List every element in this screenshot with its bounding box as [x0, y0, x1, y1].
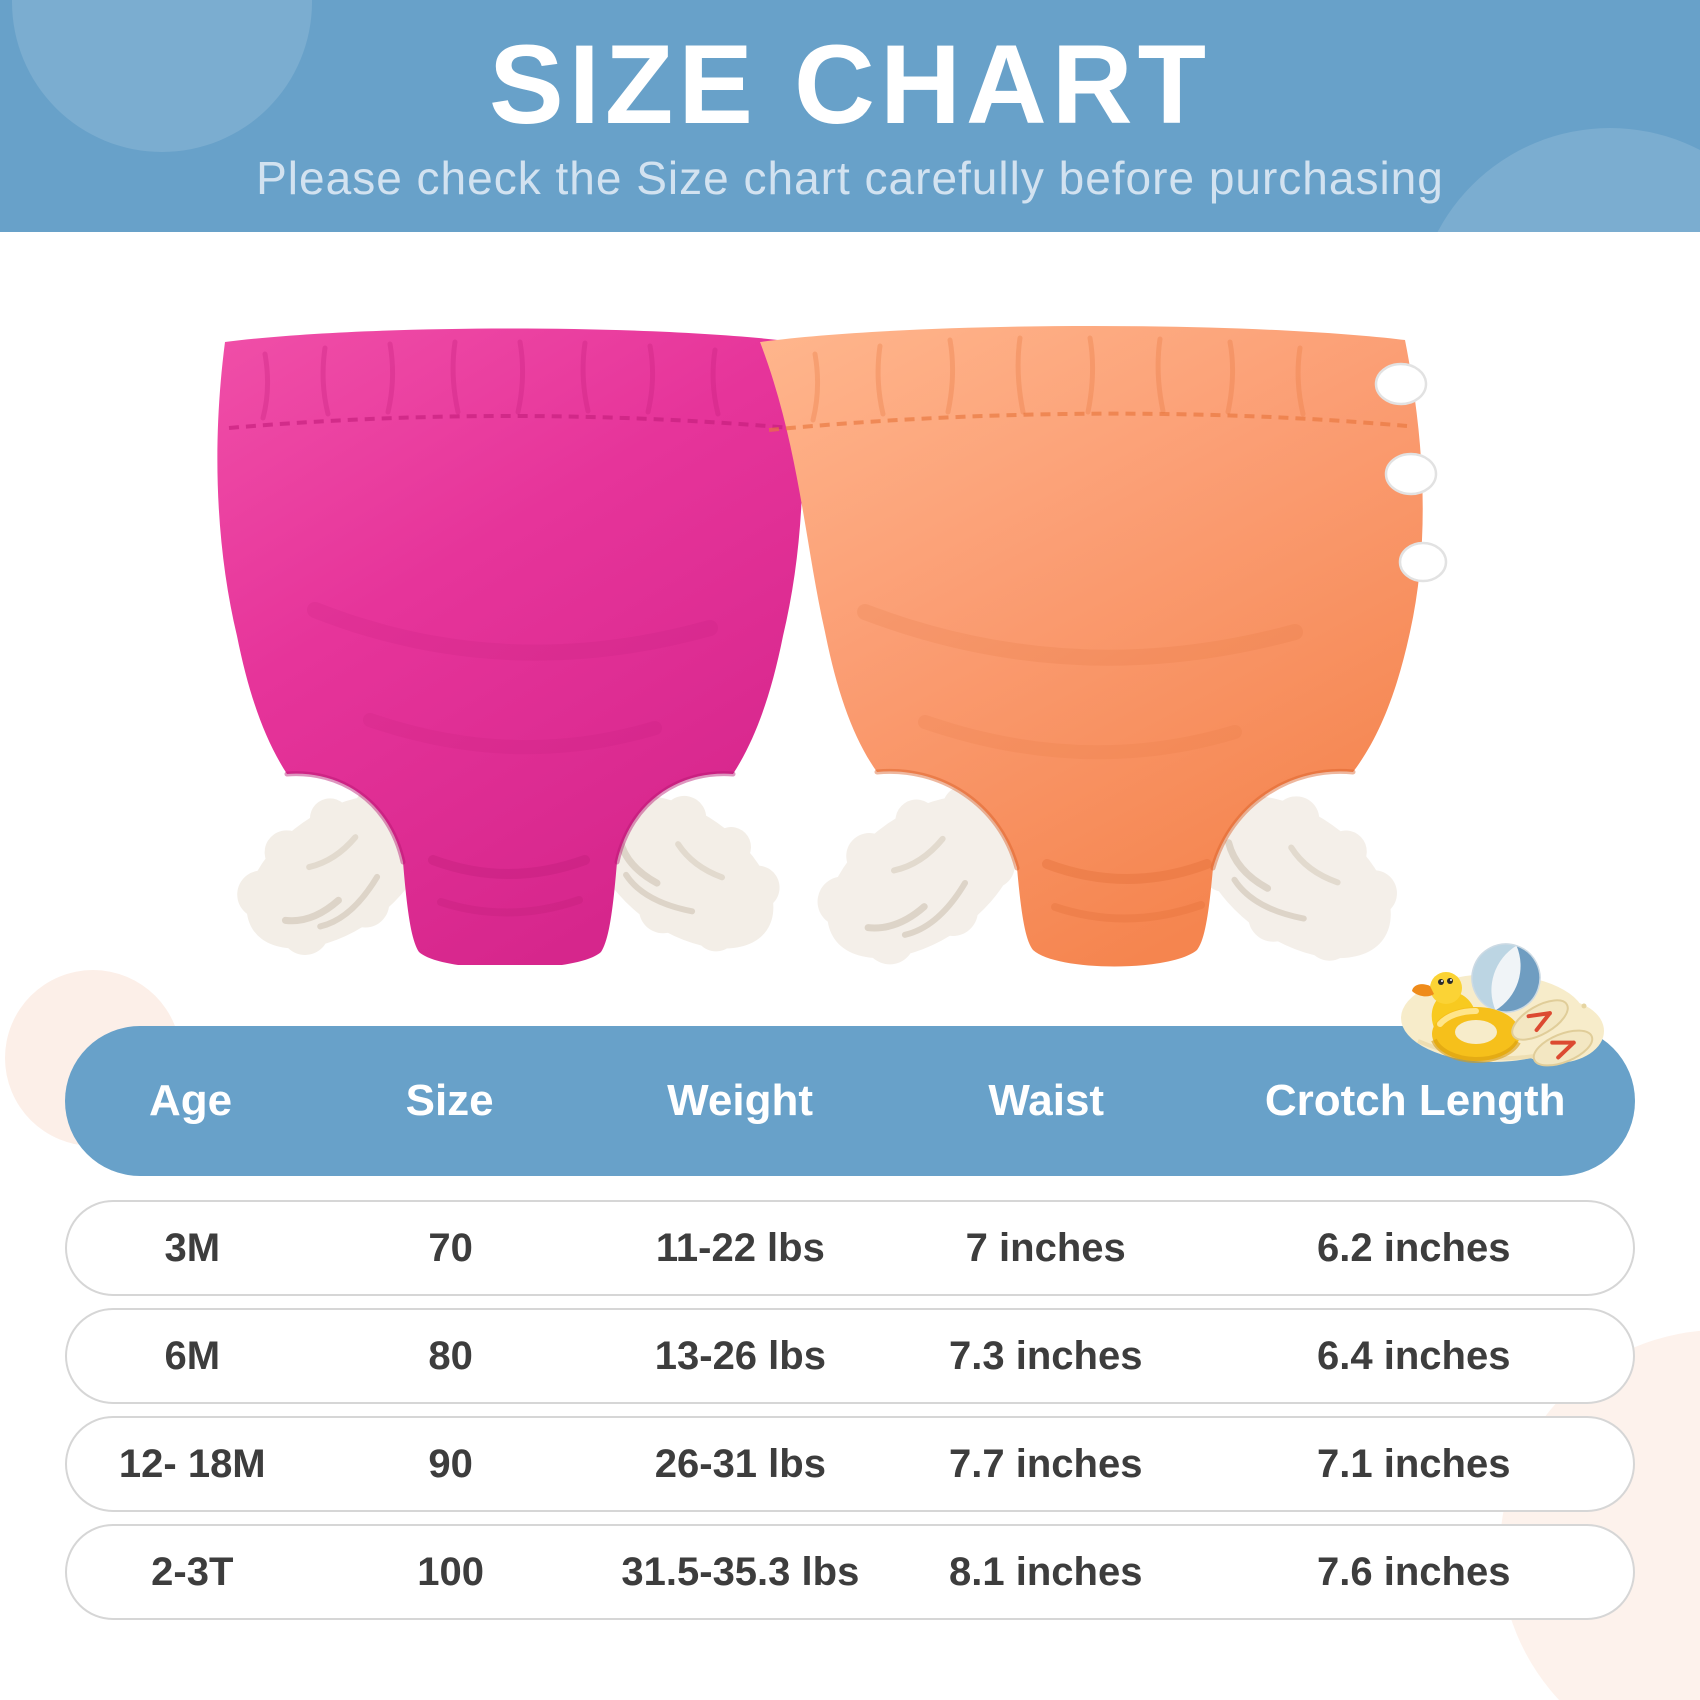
table-row: 2-3T 100 31.5-35.3 lbs 8.1 inches 7.6 inches	[65, 1524, 1635, 1620]
table-cell: 7.1 inches	[1317, 1441, 1511, 1486]
diaper-body	[760, 325, 1423, 967]
page-title: SIZE CHART	[489, 22, 1211, 147]
table-cell: 31.5-35.3 lbs	[621, 1549, 860, 1594]
table-cell: 70	[428, 1225, 473, 1270]
waistband	[768, 335, 1408, 432]
table-cell: 7.7 inches	[949, 1441, 1143, 1486]
table-cell: 3M	[164, 1225, 221, 1270]
table-cell: 2-3T	[151, 1549, 234, 1594]
header-cell: Waist	[988, 1076, 1105, 1125]
snap-buttons	[1374, 362, 1448, 583]
snap-button	[1374, 362, 1428, 406]
snap-button	[1398, 541, 1448, 583]
table-cell: 13-26 lbs	[654, 1333, 826, 1378]
table-cell: 11-22 lbs	[655, 1225, 825, 1270]
table-body: 3M 70 11-22 lbs 7 inches 6.2 inches 6M 80 13-26…	[65, 1200, 1635, 1620]
diaper-body	[217, 328, 803, 965]
table-cell: 7 inches	[965, 1225, 1126, 1270]
table-cell: 100	[417, 1549, 485, 1594]
table-row: 12- 18M 90 26-31 lbs 7.7 inches 7.1 inches	[65, 1416, 1635, 1512]
pink-swim-diaper-illustration	[165, 328, 855, 965]
table-cell: 8.1 inches	[949, 1549, 1143, 1594]
table-cell: 12- 18M	[118, 1441, 266, 1486]
table-header-row: Age Size Weight Waist Crotch Length	[65, 1026, 1635, 1176]
table-cell: 90	[428, 1441, 473, 1486]
beach-ball-icon	[1471, 943, 1541, 1013]
table-cell: 80	[428, 1333, 473, 1378]
table-cell: 6.4 inches	[1317, 1333, 1511, 1378]
header-cell: Age	[149, 1076, 233, 1125]
snap-button	[1384, 452, 1438, 496]
duck-float-illustration	[1401, 943, 1604, 1067]
table-cell: 6.2 inches	[1317, 1225, 1511, 1270]
table-row: 3M 70 11-22 lbs 7 inches 6.2 inches	[65, 1200, 1635, 1296]
rubber-duck-icon	[1412, 972, 1521, 1064]
orange-swim-diaper-illustration	[760, 325, 1448, 970]
flip-flops-icon	[1511, 999, 1594, 1067]
table-cell: 7.3 inches	[949, 1333, 1143, 1378]
table-row: 6M 80 13-26 lbs 7.3 inches 6.4 inches	[65, 1308, 1635, 1404]
table-cell: 26-31 lbs	[654, 1441, 826, 1486]
table-cell: 6M	[164, 1333, 221, 1378]
header-cell: Size	[405, 1076, 494, 1125]
fabric-wrinkles	[284, 602, 736, 917]
page-subtitle: Please check the Size chart carefully be…	[256, 152, 1444, 204]
banner: SIZE CHART Please check the Size chart c…	[0, 0, 1700, 232]
header-cell: Crotch Length	[1264, 1076, 1566, 1125]
waistband	[228, 339, 792, 430]
fabric-wrinkles	[857, 604, 1356, 923]
table-cell: 7.6 inches	[1317, 1549, 1511, 1594]
size-table: Age Size Weight Waist Crotch Length 3M 70 11-2…	[65, 1026, 1635, 1620]
header-cell: Weight	[667, 1076, 813, 1125]
